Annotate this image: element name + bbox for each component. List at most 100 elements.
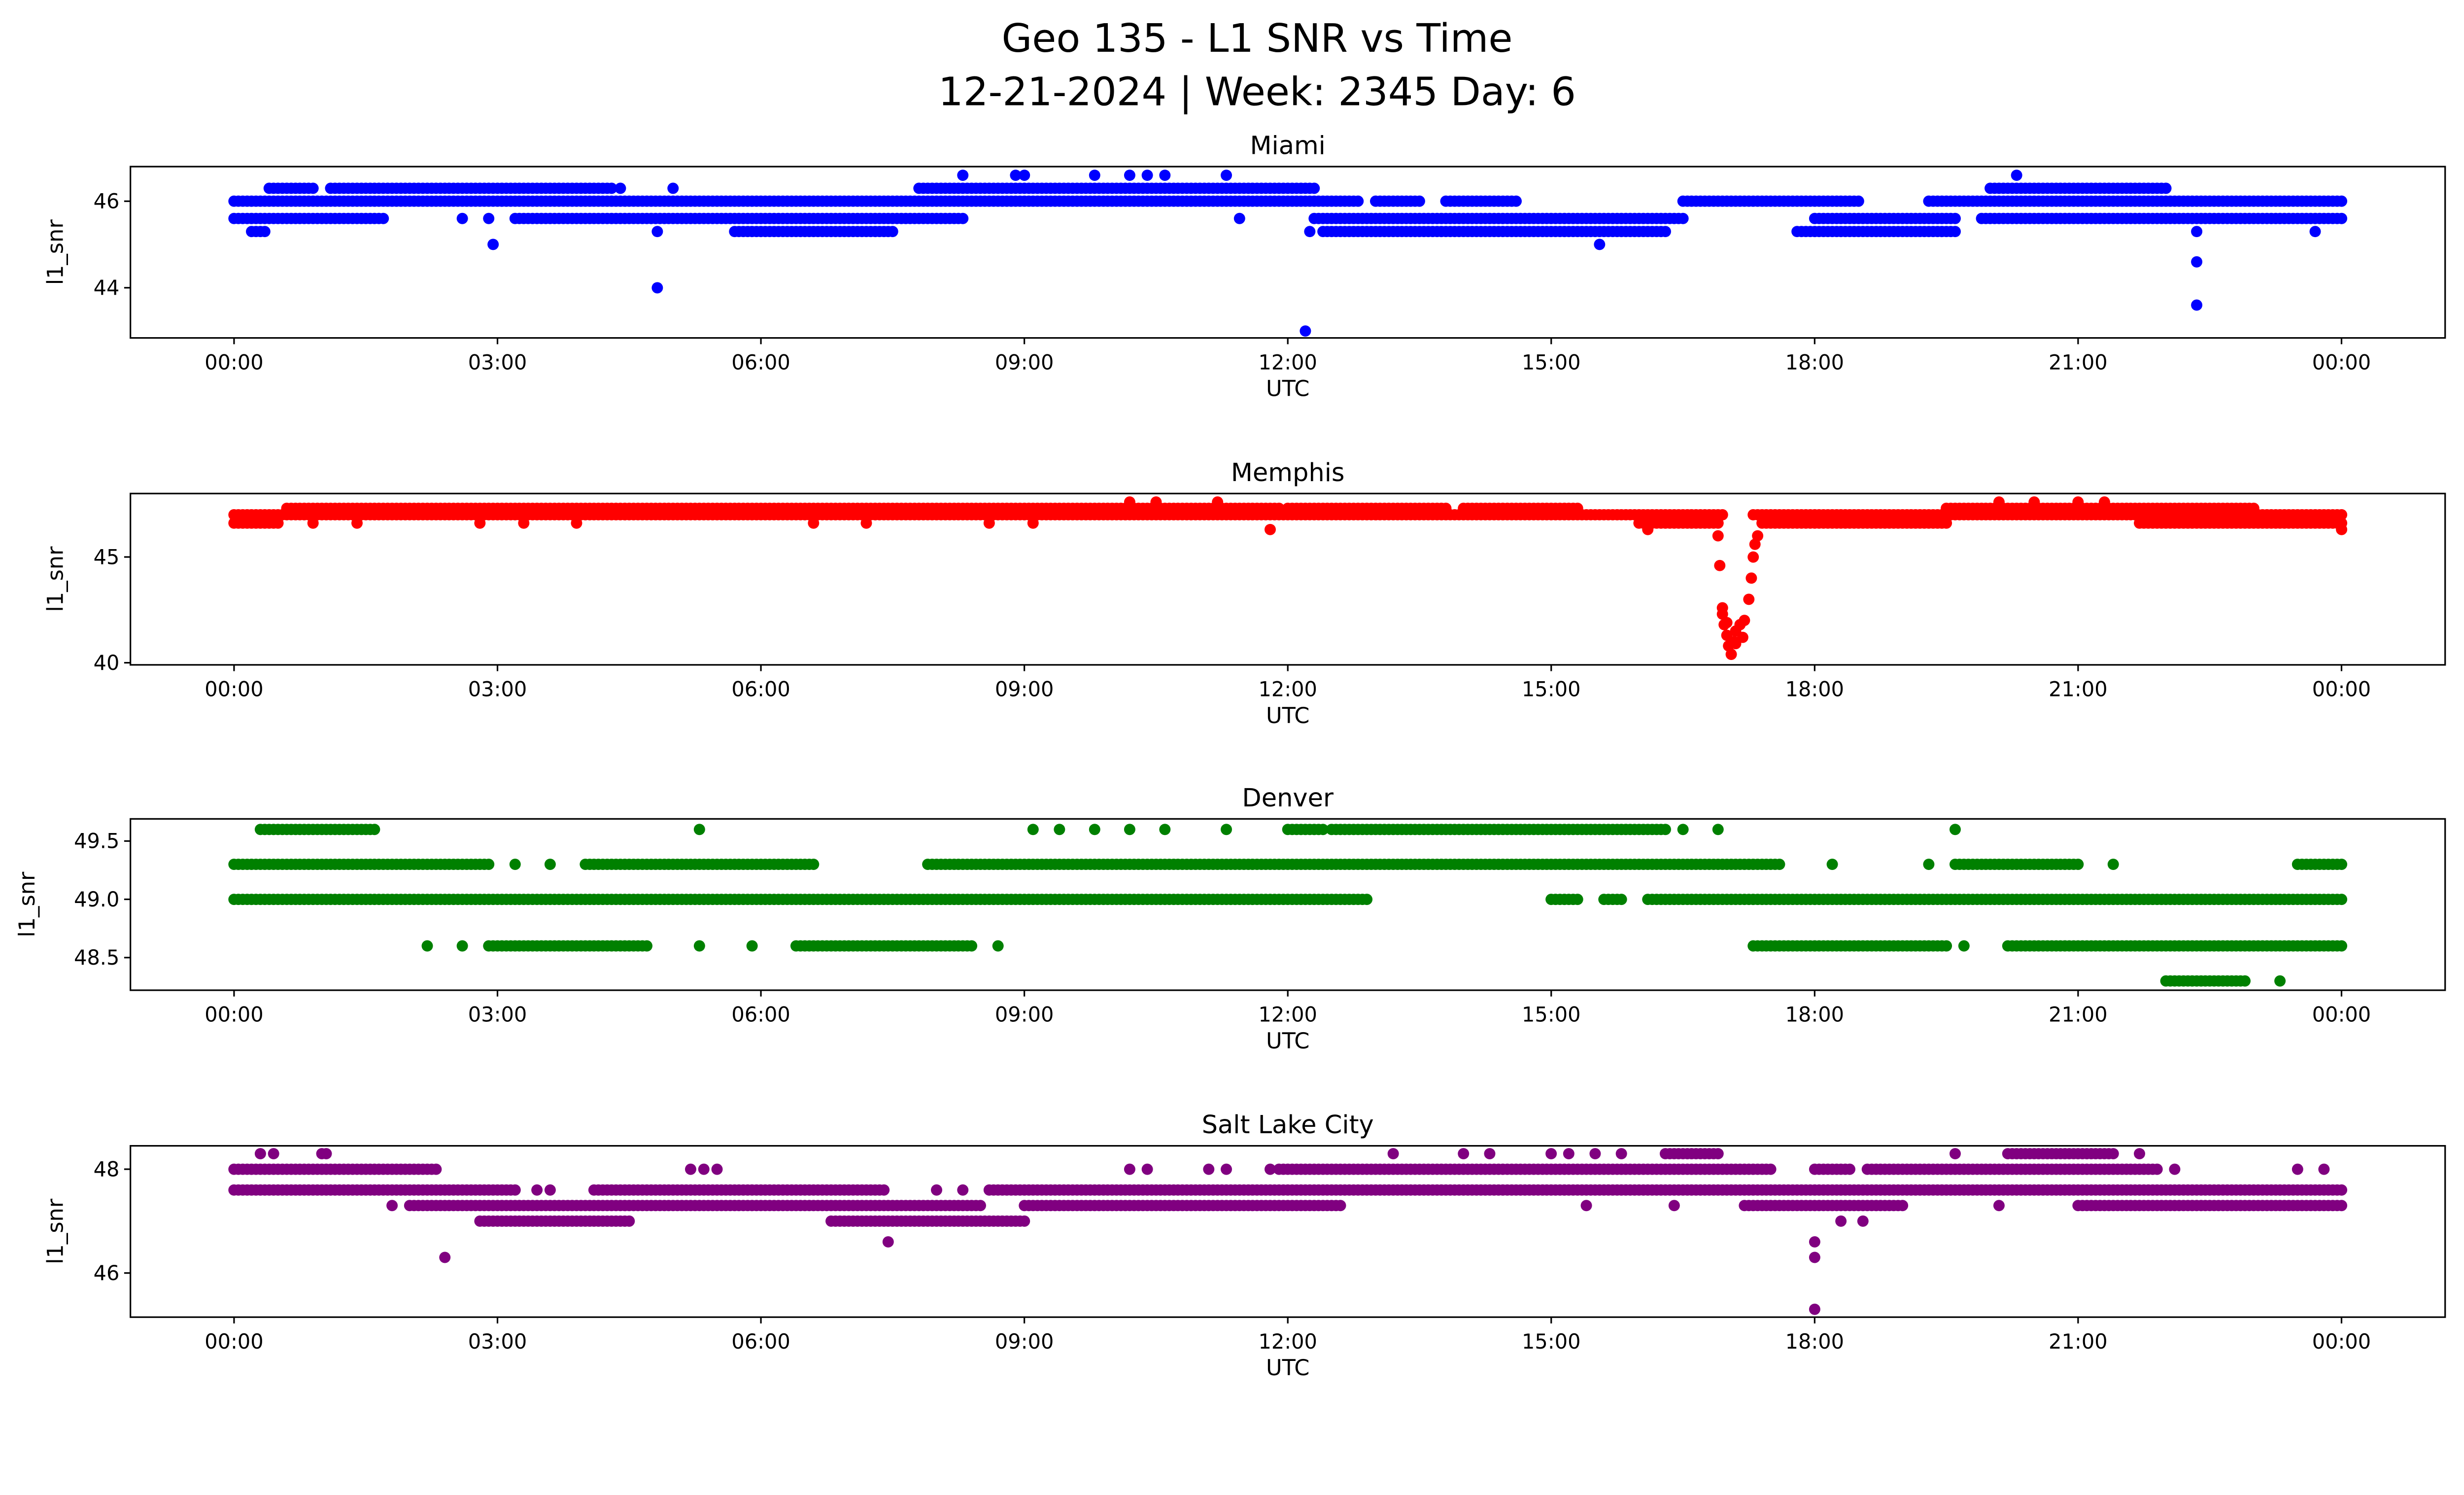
data-point xyxy=(1484,1148,1496,1160)
data-point xyxy=(272,517,284,529)
subplot-salt-lake-city: Salt Lake City 00:00 03:00 06:00 09:00 12:00 1… xyxy=(43,1111,2446,1381)
data-point xyxy=(878,1184,890,1196)
subplot-title: Salt Lake City xyxy=(1202,1111,1374,1140)
data-point xyxy=(1949,1148,1961,1160)
data-point xyxy=(1747,551,1759,563)
data-point xyxy=(2309,226,2321,238)
data-point xyxy=(966,940,978,952)
data-point xyxy=(1221,824,1232,835)
data-point xyxy=(2072,859,2084,870)
data-point xyxy=(254,1148,266,1160)
data-point xyxy=(1752,530,1764,542)
data-point xyxy=(808,859,820,870)
x-tick-label: 15:00 xyxy=(1522,678,1580,701)
x-tick-label: 00:00 xyxy=(2312,350,2371,374)
y-axis-label: l1_snr xyxy=(14,871,40,938)
data-point xyxy=(957,1184,969,1196)
x-tick-label: 03:00 xyxy=(468,1003,527,1027)
data-point xyxy=(698,1163,710,1175)
data-point xyxy=(1221,1163,1232,1175)
data-point xyxy=(377,212,389,224)
x-tick-label: 21:00 xyxy=(2049,678,2107,701)
x-tick-label: 00:00 xyxy=(2312,678,2371,701)
data-point xyxy=(1765,1163,1777,1175)
data-point xyxy=(1668,1200,1680,1212)
data-point xyxy=(2160,182,2172,194)
data-point xyxy=(1317,824,1329,835)
data-point xyxy=(1594,239,1606,250)
x-tick-label: 21:00 xyxy=(2049,1003,2107,1027)
data-point xyxy=(1413,195,1425,207)
data-point xyxy=(1897,1200,1909,1212)
x-tick-label: 00:00 xyxy=(205,678,263,701)
data-point xyxy=(483,859,495,870)
figure-title-line2: 12-21-2024 | Week: 2345 Day: 6 xyxy=(938,69,1576,115)
subplot-title: Memphis xyxy=(1231,458,1345,487)
data-point xyxy=(931,1184,942,1196)
y-axis-label: l1_snr xyxy=(43,1198,68,1264)
data-point xyxy=(2336,523,2348,535)
x-tick-label: 09:00 xyxy=(995,350,1054,374)
data-point xyxy=(983,517,995,529)
data-point xyxy=(1335,1200,1346,1212)
data-point xyxy=(1615,894,1627,905)
data-point xyxy=(2336,859,2348,870)
y-tick-label: 49.0 xyxy=(74,888,119,911)
figure-title-line1: Geo 135 - L1 SNR vs Time xyxy=(1002,15,1513,61)
x-tick-label: 18:00 xyxy=(1785,1003,1844,1027)
data-point xyxy=(571,517,582,529)
data-point xyxy=(544,859,556,870)
data-point xyxy=(1712,530,1724,542)
data-point xyxy=(1993,1200,2005,1212)
data-point xyxy=(430,1163,442,1175)
data-point xyxy=(1510,195,1522,207)
data-point xyxy=(1027,517,1039,529)
x-tick-label: 09:00 xyxy=(995,1003,1054,1027)
data-point xyxy=(268,1148,279,1160)
data-point xyxy=(509,1184,521,1196)
data-point xyxy=(711,1163,723,1175)
data-point xyxy=(2318,1163,2330,1175)
data-point xyxy=(1089,170,1100,181)
data-point xyxy=(1458,1148,1470,1160)
y-axis-label: l1_snr xyxy=(43,546,68,612)
data-point xyxy=(1749,538,1761,550)
data-point xyxy=(487,239,499,250)
scatter-series xyxy=(228,496,2348,660)
data-point xyxy=(1712,824,1724,835)
scatter-series xyxy=(228,1148,2348,1315)
data-point xyxy=(386,1200,398,1212)
data-point xyxy=(746,940,758,952)
data-point xyxy=(641,940,652,952)
x-tick-label: 18:00 xyxy=(1785,678,1844,701)
data-point xyxy=(1212,496,1224,508)
data-point xyxy=(1809,1252,1820,1263)
data-point xyxy=(1124,496,1135,508)
data-point xyxy=(974,1200,986,1212)
data-point xyxy=(544,1184,556,1196)
data-point xyxy=(1615,1148,1627,1160)
x-tick-label: 06:00 xyxy=(731,1330,790,1354)
y-tick-label: 48.5 xyxy=(74,946,119,970)
data-point xyxy=(1941,940,1952,952)
data-point xyxy=(439,1252,451,1263)
data-point xyxy=(2191,256,2203,268)
data-point xyxy=(651,226,663,238)
data-point xyxy=(860,517,872,529)
x-tick-label: 15:00 xyxy=(1522,1330,1580,1354)
data-point xyxy=(1852,195,1864,207)
data-point xyxy=(1308,182,1320,194)
data-point xyxy=(2239,975,2251,987)
data-point xyxy=(1949,226,1961,238)
data-point xyxy=(1835,1215,1847,1227)
x-tick-label: 06:00 xyxy=(731,1003,790,1027)
x-tick-label: 12:00 xyxy=(1258,1330,1317,1354)
data-point xyxy=(2191,226,2203,238)
data-point xyxy=(2292,1163,2303,1175)
x-tick-label: 21:00 xyxy=(2049,1330,2107,1354)
data-point xyxy=(1725,649,1737,660)
data-point xyxy=(887,226,898,238)
x-axis-label: UTC xyxy=(1266,1028,1309,1054)
data-point xyxy=(1054,824,1065,835)
data-point xyxy=(1580,1200,1592,1212)
